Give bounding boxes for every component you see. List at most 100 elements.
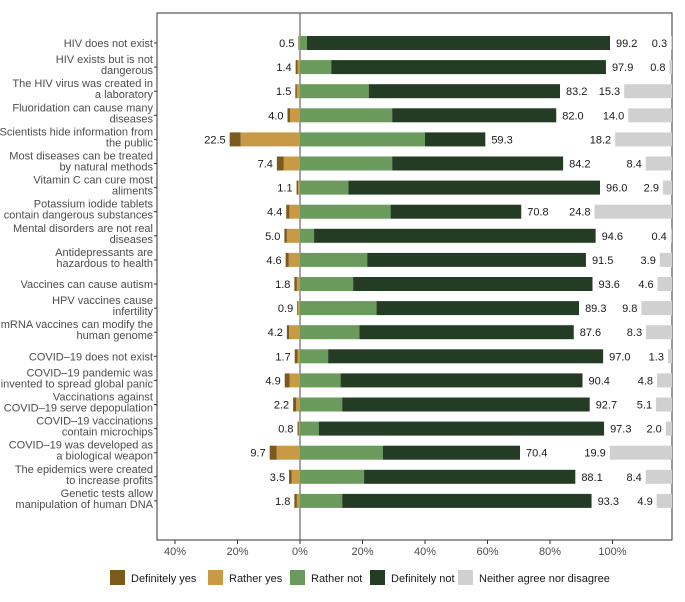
category-label: Scientists hide information from the publ…: [0, 126, 153, 149]
category-label-line: Most diseases can be treated: [9, 151, 153, 163]
neither-value-label: 8.4: [626, 159, 641, 171]
bar-definitely-not: [318, 421, 605, 436]
agree-value-label: 0.9: [278, 303, 293, 315]
neither-value-label: 3.9: [641, 255, 656, 267]
neither-value-label: 0.3: [652, 38, 667, 50]
neither-value-label: 1.3: [649, 351, 664, 363]
bar-definitely-not: [392, 156, 564, 171]
neither-value-label: 4.6: [638, 279, 653, 291]
bar-definitely-yes: [297, 301, 299, 316]
disagree-value-label: 70.8: [527, 207, 548, 219]
bar-rather-not: [300, 204, 391, 219]
bar-rather-yes: [289, 325, 300, 340]
panel-border: [156, 12, 673, 541]
bar-neither: [656, 397, 672, 412]
agree-value-label: 9.7: [250, 448, 265, 460]
bar-definitely-not: [342, 397, 590, 412]
x-tick-label: 40%: [164, 546, 186, 558]
bar-definitely-yes: [296, 180, 299, 195]
category-label: Antidepressants are hazardous to health: [55, 247, 153, 270]
bar-definitely-not: [390, 204, 522, 219]
bar-rather-not: [300, 445, 383, 460]
legend-label-definitely-yes: Definitely yes: [131, 573, 197, 585]
legend-swatch-rather-yes: [208, 570, 223, 585]
x-tick-label: 80%: [539, 546, 561, 558]
category-label-line: contain dangerous substances: [4, 210, 154, 222]
neither-value-label: 18.2: [590, 134, 611, 146]
disagree-value-label: 89.3: [585, 303, 606, 315]
bar-rather-not: [300, 397, 343, 412]
bar-rather-yes: [296, 397, 300, 412]
x-tick-label: 100%: [598, 546, 626, 558]
bar-definitely-not: [306, 36, 610, 50]
category-label-line: Vitamin C can cure most: [33, 175, 153, 187]
category-label: The epidemics were created to increase pr…: [15, 464, 154, 487]
category-label-line: COVID–19 was developed as: [9, 440, 154, 452]
disagree-value-label: 94.6: [602, 231, 623, 243]
legend-label-definitely-not: Definitely not: [391, 573, 455, 585]
agree-value-label: 5.0: [265, 231, 280, 243]
bar-rather-not: [300, 180, 349, 195]
bar-neither: [609, 445, 672, 460]
bar-definitely-not: [328, 349, 604, 364]
category-label: Mental disorders are not real diseases: [13, 223, 154, 246]
agree-value-label: 4.6: [266, 255, 281, 267]
bar-definitely-yes: [284, 373, 290, 388]
bar-definitely-yes: [295, 60, 298, 75]
category-label-line: the public: [106, 137, 154, 149]
category-label-line: infertility: [113, 306, 154, 318]
category-label-line: human genome: [77, 330, 153, 342]
disagree-value-label: 92.7: [596, 400, 617, 412]
category-label-line: COVID–19 pandemic was: [26, 367, 153, 379]
category-label: Vaccines can cause autism: [21, 279, 153, 291]
bar-rather-yes: [240, 132, 300, 147]
disagree-value-label: 97.9: [612, 62, 633, 74]
agree-value-label: 1.4: [276, 62, 291, 74]
bar-definitely-yes: [298, 36, 300, 50]
bar-neither: [667, 349, 672, 364]
category-label: The HIV virus was created in a laboratory: [12, 78, 153, 101]
disagree-value-label: 84.2: [569, 159, 590, 171]
bar-rather-yes: [297, 60, 300, 75]
bar-definitely-not: [353, 277, 593, 291]
category-label-line: HIV exists but is not: [56, 54, 153, 66]
bar-rather-yes: [298, 180, 300, 195]
labels-layer: HIV does not exist 0.5 99.2 0.3 HIV exists b…: [0, 38, 667, 511]
bar-neither: [646, 325, 672, 340]
category-label-line: dangerous: [101, 65, 153, 77]
category-label-line: by natural methods: [59, 162, 153, 174]
agree-value-label: 1.5: [276, 86, 291, 98]
neither-value-label: 19.9: [584, 448, 605, 460]
disagree-value-label: 91.5: [592, 255, 613, 267]
bar-neither: [657, 277, 672, 291]
neither-value-label: 24.8: [569, 207, 590, 219]
legend-label-rather-not: Rather not: [311, 573, 362, 585]
category-label: COVID–19 was developed as a biological we…: [9, 440, 154, 463]
category-label-line: hazardous to health: [56, 258, 153, 270]
bar-neither: [669, 60, 672, 75]
legend-swatch-rather-not: [290, 570, 305, 585]
agree-value-label: 7.4: [258, 159, 273, 171]
x-tick-label: 0%: [292, 546, 308, 558]
disagree-value-label: 90.4: [589, 375, 610, 387]
bar-definitely-yes: [295, 84, 297, 99]
neither-value-label: 15.3: [599, 86, 620, 98]
bar-rather-yes: [283, 156, 300, 171]
bar-neither: [659, 252, 672, 267]
bar-rather-yes: [276, 445, 300, 460]
bar-definitely-yes: [287, 108, 290, 123]
bar-rather-yes: [296, 493, 300, 508]
bar-neither: [594, 204, 672, 219]
bar-rather-not: [300, 421, 319, 436]
category-label: COVID–19 pandemic was invented to spread …: [1, 367, 154, 390]
bar-definitely-not: [364, 469, 576, 484]
disagree-value-label: 83.2: [566, 86, 587, 98]
bar-definitely-yes: [294, 277, 297, 291]
category-label-line: Genetic tests allow: [61, 488, 153, 500]
category-label: HPV vaccines cause infertility: [52, 295, 153, 318]
bar-neither: [657, 373, 672, 388]
bar-rather-yes: [298, 421, 300, 436]
x-tick-label: 40%: [414, 546, 436, 558]
neither-value-label: 4.9: [637, 496, 652, 508]
x-tick-label: 60%: [476, 546, 498, 558]
